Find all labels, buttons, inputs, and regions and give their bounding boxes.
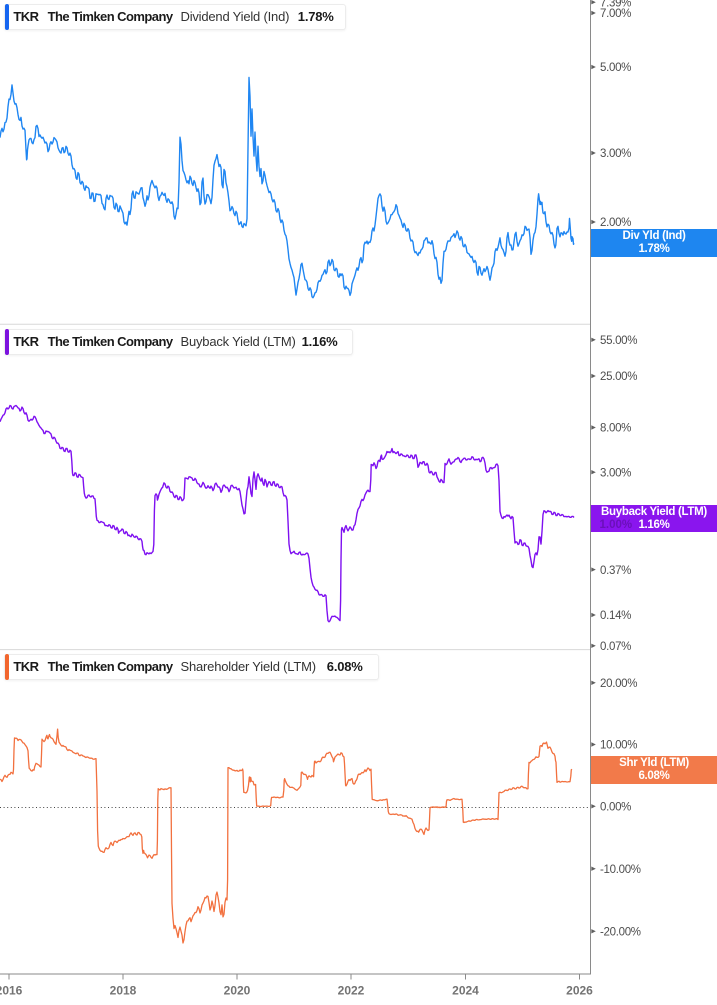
svg-text:8.00%: 8.00%: [600, 423, 631, 435]
svg-text:2.00%: 2.00%: [600, 217, 631, 229]
svg-text:3.00%: 3.00%: [600, 467, 631, 479]
svg-text:25.00%: 25.00%: [600, 371, 637, 383]
svg-text:0.37%: 0.37%: [600, 565, 631, 577]
svg-text:55.00%: 55.00%: [600, 335, 637, 347]
svg-text:10.00%: 10.00%: [600, 740, 637, 752]
svg-text:3.00%: 3.00%: [600, 148, 631, 160]
svg-text:2016: 2016: [0, 984, 23, 998]
svg-text:-10.00%: -10.00%: [600, 864, 641, 876]
svg-text:2020: 2020: [224, 984, 251, 998]
svg-text:20.00%: 20.00%: [600, 678, 637, 690]
svg-text:0.07%: 0.07%: [600, 641, 631, 653]
svg-text:2026: 2026: [566, 984, 593, 998]
svg-text:2024: 2024: [452, 984, 479, 998]
svg-text:-20.00%: -20.00%: [600, 927, 641, 939]
svg-text:2022: 2022: [338, 984, 365, 998]
svg-text:2018: 2018: [110, 984, 137, 998]
svg-text:7.00%: 7.00%: [600, 8, 631, 20]
svg-text:7.39%: 7.39%: [600, 0, 631, 9]
svg-text:5.00%: 5.00%: [600, 62, 631, 74]
svg-text:0.14%: 0.14%: [600, 610, 631, 622]
svg-text:0.00%: 0.00%: [600, 802, 631, 814]
